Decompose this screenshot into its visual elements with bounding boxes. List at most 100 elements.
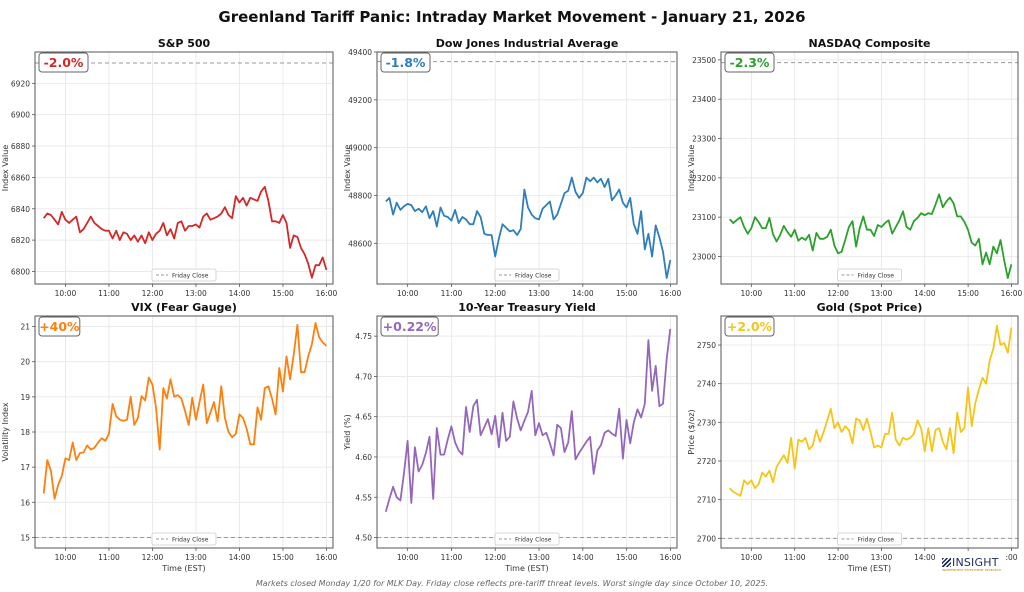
change-badge-label: -2.0% xyxy=(44,55,84,70)
axes-frame xyxy=(376,51,678,285)
subplot-title: VIX (Fear Gauge) xyxy=(131,301,237,314)
series-line xyxy=(42,322,328,500)
x-tick-label: 14:00 xyxy=(229,289,251,298)
y-tick-label: 4.60 xyxy=(355,453,372,462)
subplot-2: Dow Jones Industrial Average 48600 48800 49… xyxy=(343,37,681,298)
axes-frame xyxy=(34,51,334,285)
subplot-title: NASDAQ Composite xyxy=(808,37,930,50)
y-tick-label: 15 xyxy=(20,533,30,542)
legend-label: Friday Close xyxy=(515,537,552,544)
x-tick-label: 12:00 xyxy=(142,553,164,562)
change-badge-label: -1.8% xyxy=(386,55,426,70)
legend-label: Friday Close xyxy=(858,273,895,280)
y-tick-label: 23200 xyxy=(692,174,716,183)
y-tick-label: 6860 xyxy=(11,173,30,182)
legend-label: Friday Close xyxy=(172,537,209,544)
y-tick-label: 17 xyxy=(20,463,30,472)
x-tick-label: 12:00 xyxy=(484,553,506,562)
x-axis-label: Time (EST) xyxy=(504,564,548,573)
subplot-6: Gold (Spot Price) 2700 2710 2720 2730 2740 275… xyxy=(687,301,1019,573)
legend-box xyxy=(837,268,902,282)
legend-label: Friday Close xyxy=(858,537,895,544)
y-tick-label: 23400 xyxy=(692,95,716,104)
y-tick-label: 18 xyxy=(20,428,30,437)
y-tick-label: 4.70 xyxy=(355,372,372,381)
x-tick-label: 14:00 xyxy=(914,553,936,562)
x-tick-label: 12:00 xyxy=(827,553,849,562)
legend-box xyxy=(837,532,902,546)
y-tick-label: 4.55 xyxy=(355,493,372,502)
axes-frame xyxy=(720,51,1019,285)
y-tick-label: 21 xyxy=(20,323,30,332)
x-tick-label: 10:00 xyxy=(741,289,763,298)
series-line xyxy=(385,176,672,279)
change-badge xyxy=(724,52,775,73)
x-tick-label: 16:00 xyxy=(660,289,682,298)
x-tick-label: :00 xyxy=(1005,553,1017,562)
legend-label: Friday Close xyxy=(515,273,552,280)
y-tick-label: 6920 xyxy=(11,79,30,88)
subplot-title: S&P 500 xyxy=(158,37,211,50)
x-tick-label: 12:00 xyxy=(827,289,849,298)
x-tick-label: 15:00 xyxy=(616,553,638,562)
x-axis-label: Time (EST) xyxy=(847,564,891,573)
y-tick-label: 4.50 xyxy=(355,534,372,543)
y-tick-label: 2710 xyxy=(697,496,716,505)
y-tick-label: 16 xyxy=(20,498,30,507)
y-axis-label: Price ($/oz) xyxy=(687,409,696,454)
x-tick-label: 16:00 xyxy=(316,289,338,298)
y-tick-label: 2740 xyxy=(697,380,716,389)
series-line xyxy=(729,193,1013,280)
x-tick-label: 14:00 xyxy=(572,289,594,298)
x-tick-label: 13:00 xyxy=(185,553,207,562)
footnote: Markets closed Monday 1/20 for MLK Day. … xyxy=(255,579,769,588)
change-badge xyxy=(38,52,89,73)
y-tick-label: 49400 xyxy=(348,48,372,57)
x-tick-label: 10:00 xyxy=(397,289,419,298)
axes-frame xyxy=(720,315,1019,549)
y-tick-label: 49000 xyxy=(348,144,372,153)
x-tick-label: 13:00 xyxy=(871,553,893,562)
subplot-title: Gold (Spot Price) xyxy=(817,301,923,314)
y-tick-label: 23300 xyxy=(692,135,716,144)
x-tick-label: 13:00 xyxy=(528,553,550,562)
change-badge-label: -2.3% xyxy=(730,55,770,70)
x-tick-label: 10:00 xyxy=(741,553,763,562)
subplot-4: VIX (Fear Gauge) 15 16 17 18 19 20 21 10:00 11:00… xyxy=(1,301,338,573)
y-tick-label: 6900 xyxy=(11,111,30,120)
y-tick-label: 6800 xyxy=(11,267,30,276)
x-tick-label: 10:00 xyxy=(55,289,77,298)
x-tick-label: 11:00 xyxy=(784,553,806,562)
x-tick-label: 12:00 xyxy=(142,289,164,298)
subplot-3: NASDAQ Composite 23000 23100 23200 23300 2340… xyxy=(687,37,1023,298)
y-tick-label: 20 xyxy=(20,358,30,367)
change-badge xyxy=(380,52,431,73)
series-line xyxy=(729,324,1013,497)
legend-box xyxy=(151,532,217,546)
x-tick-label: 14:00 xyxy=(229,553,251,562)
x-tick-label: 13:00 xyxy=(871,289,893,298)
x-tick-label: 12:00 xyxy=(484,289,506,298)
change-badge xyxy=(724,316,775,337)
y-tick-label: 48800 xyxy=(348,192,372,201)
y-tick-label: 49200 xyxy=(348,96,372,105)
x-tick-label: 15:00 xyxy=(272,553,294,562)
y-tick-label: 23000 xyxy=(692,252,716,261)
y-tick-label: 23100 xyxy=(692,213,716,222)
subplot-title: Dow Jones Industrial Average xyxy=(436,37,619,50)
y-axis-label: Yield (%) xyxy=(343,414,352,450)
y-tick-label: 6820 xyxy=(11,236,30,245)
x-tick-label: 11:00 xyxy=(98,553,120,562)
x-tick-label: 11:00 xyxy=(441,289,463,298)
y-axis-label: Volatility Index xyxy=(1,402,10,461)
logo-stripes-icon xyxy=(942,558,951,567)
x-tick-label: 16:00 xyxy=(1001,289,1023,298)
subplot-1: S&P 500 6800 6820 6840 6860 6880 6900 6920 10:00… xyxy=(1,37,338,298)
change-badge xyxy=(38,316,81,337)
legend-box xyxy=(151,268,217,282)
x-tick-label: 10:00 xyxy=(55,553,77,562)
x-tick-label: 11:00 xyxy=(784,289,806,298)
x-tick-label: 15:00 xyxy=(616,289,638,298)
change-badge-label: +0.22% xyxy=(383,319,437,334)
